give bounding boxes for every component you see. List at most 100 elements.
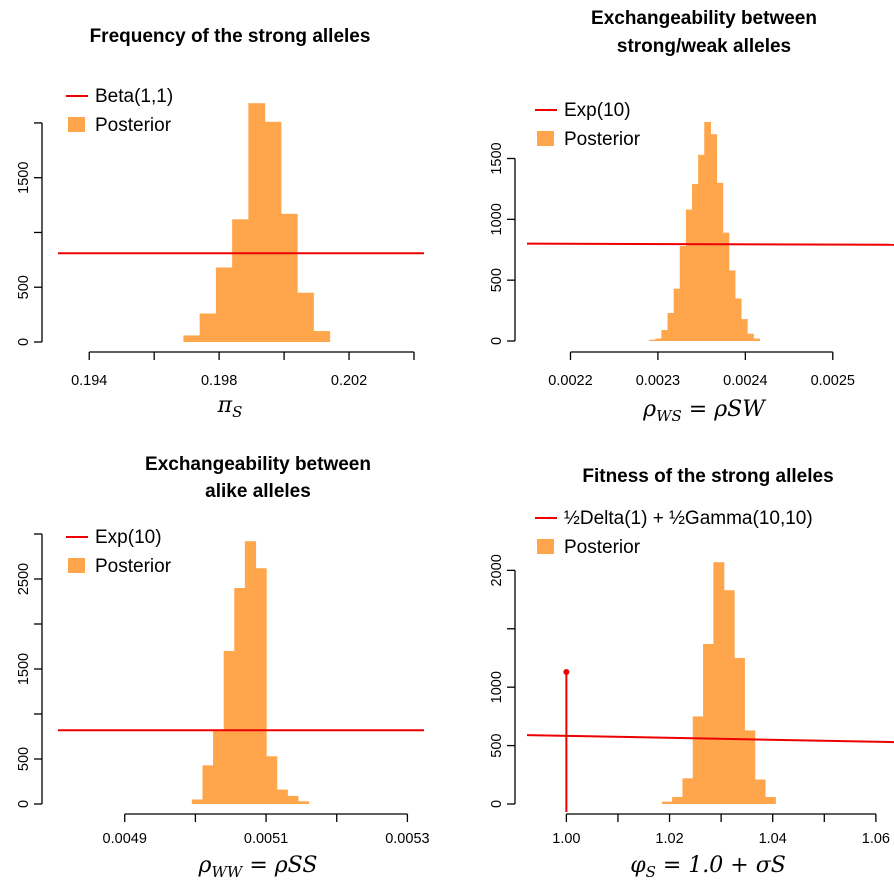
prior-line	[526, 734, 894, 744]
x-tick-label: 0.202	[331, 373, 367, 389]
legend-prior-label: ½Delta(1) + ½Gamma(10,10)	[564, 508, 813, 529]
histogram-bar	[728, 270, 736, 341]
histogram-bar	[297, 292, 314, 342]
y-tick-label: 0	[16, 800, 32, 808]
histogram-bar	[191, 799, 204, 804]
y-tick-label: 500	[489, 733, 505, 757]
legend-posterior-label: Posterior	[95, 115, 172, 136]
legend-posterior-swatch	[68, 117, 85, 132]
y-tick-label: 2000	[489, 554, 505, 586]
legend-posterior-swatch	[537, 539, 554, 554]
histogram-bar	[740, 319, 748, 341]
y-tick-label: 0	[489, 800, 505, 808]
legend-posterior-label: Posterior	[564, 537, 641, 558]
legend-prior-label: Exp(10)	[95, 527, 162, 548]
chart-title: alike alleles	[205, 481, 311, 502]
x-axis-label: πS	[217, 393, 243, 421]
y-tick-label: 0	[16, 338, 32, 346]
histogram-bar	[255, 568, 267, 804]
chart-title: Fitness of the strong alleles	[582, 466, 833, 487]
legend: Exp(10) Posterior	[66, 527, 172, 577]
prior-delta-point	[563, 668, 570, 675]
histogram-bar	[234, 588, 246, 804]
y-tick-label: 1000	[489, 203, 505, 235]
y-tick-label: 0	[489, 337, 505, 345]
y-tick-label: 500	[16, 275, 32, 299]
histogram-bar	[703, 643, 714, 804]
histogram-bar	[673, 288, 681, 341]
chart-title: Frequency of the strong alleles	[90, 26, 371, 47]
histogram-bar	[747, 333, 754, 341]
y-tick-label: 1500	[489, 142, 505, 174]
histogram-bar	[744, 730, 756, 804]
x-tick-label: 0.0051	[244, 831, 288, 847]
histogram-bar	[753, 338, 760, 341]
histogram-bar	[764, 796, 776, 804]
x-axis-label: ρWW = ρSS	[198, 853, 318, 881]
histogram-bar	[202, 765, 214, 804]
x-tick-label: 1.06	[862, 831, 890, 847]
histogram-bar	[223, 651, 235, 804]
chart-panel-1: Frequency of the strong alleles 0.194 0.19…	[16, 26, 424, 421]
histogram-bar	[679, 246, 687, 341]
x-tick-label: 0.0024	[723, 373, 767, 389]
legend-posterior-label: Posterior	[564, 129, 641, 150]
chart-panel-2: Exchangeability between strong/weak allel…	[489, 8, 894, 425]
histogram-bar	[280, 213, 298, 342]
x-tick-label: 0.198	[201, 373, 237, 389]
histogram-bar	[723, 590, 735, 804]
legend-prior-label: Exp(10)	[564, 100, 631, 121]
chart-title: Exchangeability between	[591, 8, 817, 29]
histogram-bar	[244, 541, 257, 804]
histogram-bar	[692, 184, 699, 341]
histogram-bar	[264, 121, 282, 342]
chart-title: Exchangeability between	[145, 454, 371, 475]
x-tick-label: 1.04	[759, 831, 787, 847]
histogram-bar	[682, 778, 694, 804]
histogram-bar	[213, 731, 225, 804]
histogram-bar	[716, 182, 724, 341]
x-tick-label: 0.194	[71, 373, 107, 389]
histogram-bar	[692, 716, 704, 804]
chart-panel-4: Fitness of the strong alleles 1.00 1.02 1.0…	[489, 466, 894, 881]
y-tick-label: 1500	[16, 653, 32, 685]
histogram-bar	[276, 789, 288, 804]
histogram-bar	[199, 313, 217, 342]
histogram-bar	[661, 801, 673, 804]
chart-title: strong/weak alleles	[617, 36, 791, 57]
histogram-bar	[722, 232, 730, 341]
legend-prior-label: Beta(1,1)	[95, 86, 173, 107]
histogram-bar	[248, 103, 266, 342]
histogram-bar	[313, 331, 331, 342]
x-tick-label: 0.0049	[103, 831, 147, 847]
histogram-bar	[266, 756, 278, 804]
legend-posterior-swatch	[68, 558, 85, 573]
y-tick-label: 2500	[16, 563, 32, 595]
legend: Exp(10) Posterior	[535, 100, 641, 150]
histogram-bar	[713, 562, 725, 804]
histogram-bar	[710, 134, 718, 341]
histogram-bar	[734, 657, 745, 804]
histogram-bar	[754, 779, 766, 804]
histogram-bar	[704, 122, 711, 341]
histogram-bar	[183, 335, 201, 342]
histogram-bar	[734, 298, 742, 341]
x-axis-label: φS = 1.0 + σS	[630, 853, 786, 881]
histogram-bar	[667, 313, 675, 341]
legend: ½Delta(1) + ½Gamma(10,10) Posterior	[535, 508, 813, 558]
y-tick-label: 500	[16, 747, 32, 771]
histogram-bar	[698, 154, 705, 341]
y-tick-label: 500	[489, 268, 505, 292]
y-tick-label: 1000	[489, 671, 505, 703]
histogram-bar	[232, 219, 249, 342]
x-tick-label: 0.0023	[636, 373, 680, 389]
prior-line	[526, 242, 894, 246]
x-tick-label: 1.00	[552, 831, 580, 847]
x-tick-label: 0.0053	[385, 831, 429, 847]
histogram-bar	[661, 330, 669, 341]
legend-posterior-swatch	[537, 131, 554, 146]
histogram-bar	[649, 339, 656, 341]
y-tick-label: 1500	[16, 162, 32, 194]
histogram-bar	[655, 338, 663, 341]
